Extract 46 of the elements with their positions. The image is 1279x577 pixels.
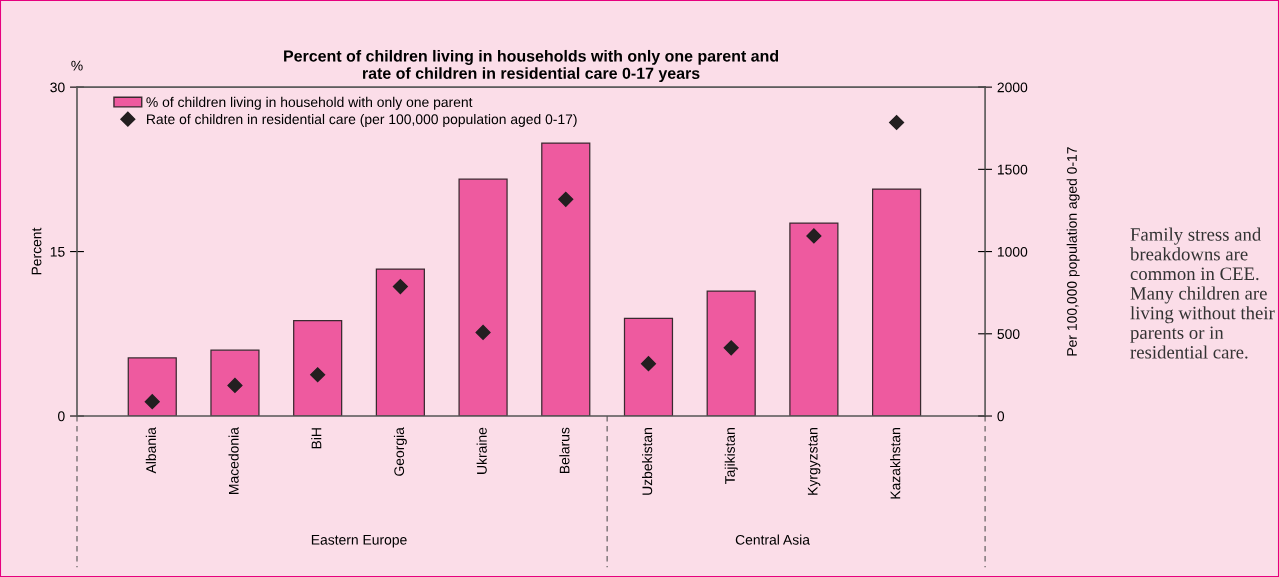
chart-title: Percent of children living in households with only one parent and rate of children in residential care 0-17 years [284,49,779,83]
y2-tick-label: 0 [997,411,1005,422]
point [558,191,574,207]
bar [623,317,674,417]
text: Eastern Europe [311,535,407,548]
bar [375,268,425,417]
x-tick-label: Georgia [393,427,407,476]
bar [789,222,839,417]
y2-tick-label: 1000 [997,246,1028,257]
bar [871,188,922,417]
y-tick-label: 30 [50,82,65,93]
point [392,279,408,295]
x-tick-label: Ukraine [476,427,487,474]
bar [210,349,260,417]
text: Family stress and breakdowns are common in CEE. Many children are living without their parents or in residential care. [1130,227,1275,359]
point [889,114,905,131]
y2-tick-label: 500 [997,329,1020,339]
point [723,340,739,356]
x-tick-label: BiH [311,428,322,449]
point [310,367,326,383]
legend-label: % of children living in household with only one parent [146,96,473,110]
text: Central Asia [735,534,810,545]
x-tick-label: Belarus [559,427,570,474]
bar [458,178,508,417]
point [806,228,822,244]
x-tick-label: Kyrgyzstan [807,428,821,495]
y2-axis-title: Per 100,000 population aged 0-17 [1066,147,1080,356]
legend-label: Rate of children in residential care (per 100,000 population aged 0-17) [147,113,577,127]
bar [127,357,177,417]
y2-tick-label: 1500 [997,164,1028,175]
x-tick-label: Tajikistan [724,428,738,484]
bar [293,320,343,417]
point [475,324,491,341]
x-tick-label: Uzbekistan [642,428,653,495]
y2-tick-label: 2000 [997,82,1028,93]
y-tick-label: 0 [58,411,65,422]
x-tick-label: Kazakhstan [890,428,901,499]
point [144,394,160,410]
y-tick-label: 15 [50,247,65,257]
text: % [71,60,83,71]
y-axis-title: Percent [31,227,42,275]
bar [541,142,591,417]
point [640,356,657,372]
bar [706,290,756,417]
x-tick-label: Albania [145,427,156,474]
x-tick-label: Macedonia [228,427,239,494]
